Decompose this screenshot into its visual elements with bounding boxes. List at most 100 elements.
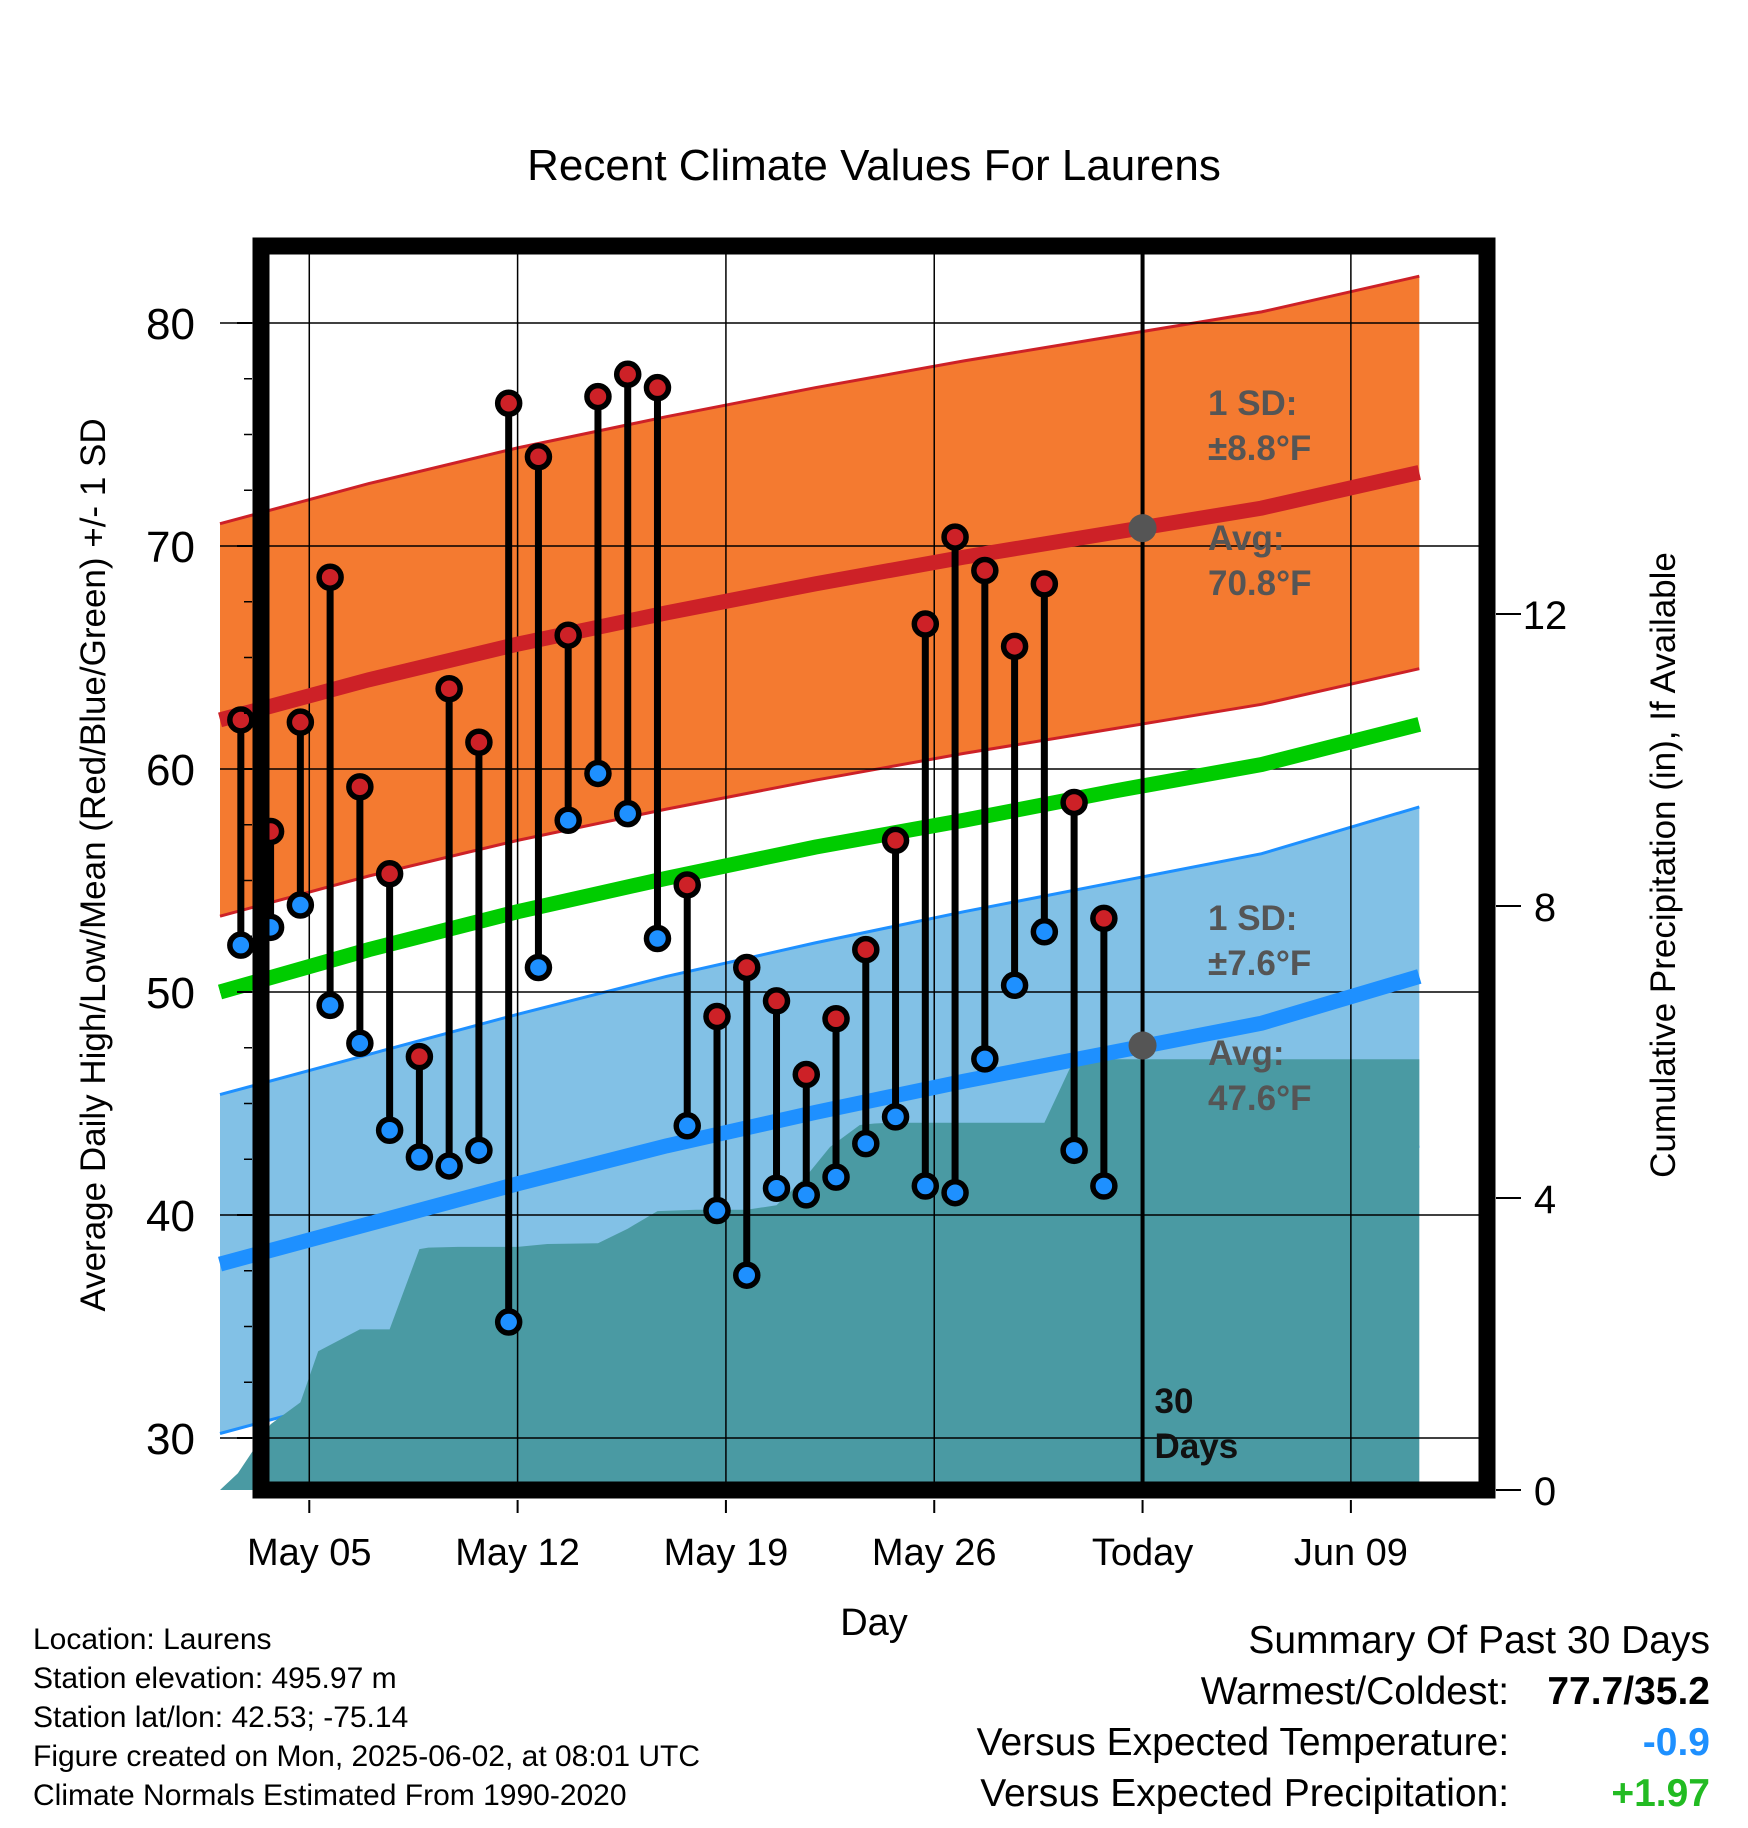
high-sd-band-upper-edge [219, 274, 1420, 526]
station-info: Location: Laurens Station elevation: 495… [33, 1620, 700, 1815]
observed-low-point [673, 1112, 701, 1140]
observed-high-point [971, 556, 999, 585]
observed-high-point [405, 1042, 434, 1071]
observed-high-point [1090, 904, 1118, 933]
high-sd-band-lower-edge [219, 667, 1420, 918]
observed-high-point [792, 1060, 821, 1089]
summary-warm-cold: Warmest/Coldest: 77.7/35.2 [977, 1666, 1710, 1717]
y-left-tick-label: 30 [146, 1415, 195, 1464]
observed-high-point [733, 953, 761, 982]
observed-low-point [822, 1163, 850, 1191]
observed-high-point [227, 706, 255, 734]
observed-high-point [852, 935, 880, 964]
observed-low-point [524, 953, 553, 982]
y-right-tick-label: 12 [1523, 594, 1568, 638]
observed-low-point [494, 1308, 523, 1336]
high-average-line [218, 465, 1421, 728]
observed-low-point [762, 1174, 791, 1202]
observed-low-point [1030, 918, 1059, 946]
normals-text: Climate Normals Estimated From 1990-2020 [33, 1779, 627, 1812]
observed-low-point [971, 1045, 999, 1073]
observed-high-point [346, 773, 374, 801]
temp-value: -0.9 [1642, 1721, 1710, 1764]
created-text: Figure created on Mon, 2025-06-02, at 08… [33, 1740, 701, 1773]
precip-label: Versus Expected Precipitation: [980, 1772, 1510, 1815]
observed-low-point [911, 1172, 940, 1200]
warm-cold-value: 77.7/35.2 [1547, 1670, 1710, 1713]
observed-low-point [941, 1178, 969, 1207]
summary-temp: Versus Expected Temperature: -0.9 [977, 1717, 1710, 1768]
warm-cold-label: Warmest/Coldest: [1200, 1670, 1510, 1713]
observed-high-point [941, 523, 969, 551]
high-avg-value: 70.8°F [1208, 564, 1312, 603]
observed-low-point [733, 1261, 761, 1289]
observed-low-point [346, 1029, 374, 1058]
today-low-average-point [1128, 1031, 1157, 1060]
observed-high-point [1030, 570, 1059, 598]
observed-low-point [465, 1136, 493, 1165]
low-average-line [218, 969, 1422, 1272]
summary-precip: Versus Expected Precipitation: +1.97 [977, 1768, 1710, 1819]
x-axis-label: Day [840, 1602, 908, 1644]
low-sd-band-upper-edge [219, 805, 1420, 1097]
observed-high-point [584, 382, 612, 411]
x-tick-label: May 26 [872, 1532, 997, 1574]
observed-high-point [673, 871, 701, 899]
observed-low-point [881, 1103, 910, 1131]
y-left-tick-label: 80 [146, 300, 195, 349]
precipitation-fill [220, 1059, 1420, 1490]
plot-border [252, 237, 1496, 1499]
precip-value: +1.97 [1611, 1772, 1710, 1815]
y-left-tick-label: 60 [146, 746, 195, 795]
observed-low-point [1060, 1136, 1088, 1165]
plot-frame [252, 237, 1496, 1499]
observed-low-point [613, 799, 642, 828]
observed-low-point [286, 891, 315, 919]
observed-low-point [852, 1129, 880, 1158]
observed-low-point [643, 924, 672, 953]
today-label-line: Days [1155, 1427, 1239, 1466]
normal-lines [217, 465, 1422, 1272]
x-tick-label: Jun 09 [1294, 1532, 1408, 1574]
latlon-text: Station lat/lon: 42.53; -75.14 [33, 1701, 409, 1734]
observed-low-point [703, 1196, 731, 1225]
summary-title: Summary Of Past 30 Days [1248, 1619, 1710, 1662]
x-tick-label: May 05 [247, 1532, 372, 1574]
observed-low-point [316, 991, 344, 1020]
mean-average-line [217, 717, 1422, 1000]
observed-low-point [227, 931, 255, 959]
chart-title: Recent Climate Values For Laurens [527, 141, 1221, 190]
precipitation-area [220, 1059, 1420, 1490]
observed-high-point [762, 987, 791, 1015]
high-sd-band [220, 276, 1420, 917]
location-text: Location: Laurens [33, 1623, 272, 1656]
observed-high-point [643, 373, 672, 402]
observed-low-point [375, 1116, 404, 1145]
observed-low-point [554, 806, 582, 835]
observed-low-point [1090, 1172, 1118, 1200]
today-marker-label: 30 Days [1155, 1382, 1239, 1466]
low-sd-label: 1 SD: [1208, 899, 1297, 938]
observed-low-point [584, 759, 612, 788]
observed-high-point [703, 1002, 731, 1031]
summary-panel: Summary Of Past 30 Days Warmest/Coldest:… [977, 1615, 1710, 1819]
observed-high-point [435, 674, 463, 703]
low-sd-value: ±7.6°F [1208, 944, 1311, 983]
observed-high-point [316, 563, 344, 591]
observed-high-point [524, 443, 553, 471]
annotations: 1 SD: ±8.8°F Avg: 70.8°F 1 SD: ±7.6°F Av… [1208, 384, 1312, 1118]
observed-high-point [286, 708, 315, 736]
y-axis-right-label: Cumulative Precipitation (in), If Availa… [1644, 552, 1683, 1178]
observed-low-point [435, 1152, 463, 1180]
observed-low-point [405, 1143, 434, 1171]
high-avg-label: Avg: [1208, 519, 1284, 558]
y-left-tick-label: 50 [146, 969, 195, 1018]
y-left-tick-label: 70 [146, 523, 195, 572]
today-label-line: 30 [1155, 1382, 1194, 1421]
y-right-tick-label: 8 [1534, 886, 1556, 930]
observed-high-point [1000, 632, 1029, 661]
today-high-average-point [1128, 514, 1157, 543]
elevation-text: Station elevation: 495.97 m [33, 1662, 397, 1695]
high-sd-value: ±8.8°F [1208, 429, 1311, 468]
low-avg-label: Avg: [1208, 1034, 1284, 1073]
